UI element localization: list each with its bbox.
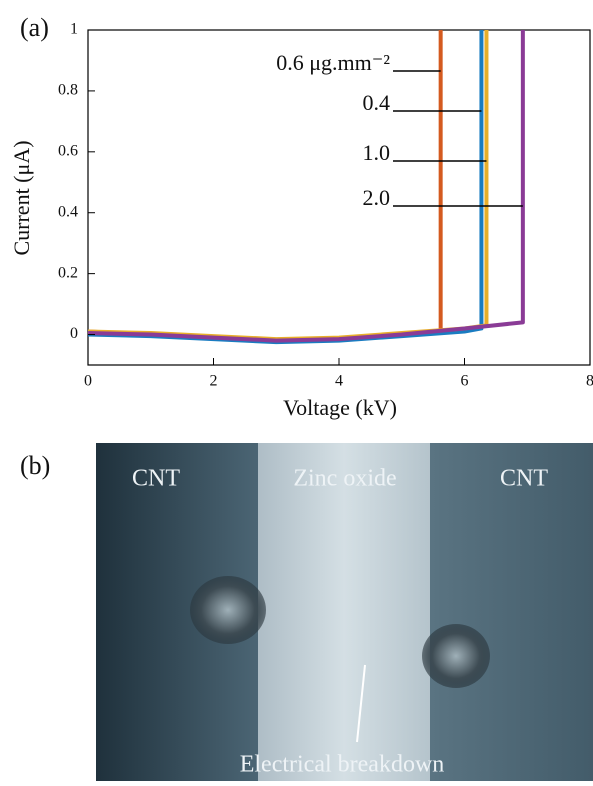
data-line	[87, 30, 484, 345]
x-axis-label: Voltage (kV)	[283, 395, 397, 420]
legend-label: 2.0	[363, 185, 391, 210]
x-tick-label: 8	[586, 373, 593, 390]
cnt-region	[430, 443, 593, 781]
legend-label: 0.4	[363, 90, 391, 115]
zinc-oxide-region	[258, 443, 430, 781]
y-tick-label: 0	[70, 325, 78, 342]
x-tick-label: 4	[335, 373, 343, 390]
region-label: CNT	[132, 466, 180, 492]
legend-label: 1.0	[363, 140, 391, 165]
x-tick-label: 2	[210, 373, 218, 390]
data-line	[87, 30, 525, 343]
y-tick-label: 0.4	[58, 203, 78, 220]
annotation: Electrical breakdown	[240, 752, 445, 778]
panel-label: (b)	[20, 451, 50, 480]
y-tick-label: 0.8	[58, 82, 78, 99]
x-tick-label: 6	[461, 373, 469, 390]
pointer-line	[356, 664, 366, 743]
burn-spot	[190, 576, 266, 644]
data-line	[87, 30, 489, 342]
region-label: Zinc oxide	[293, 466, 396, 492]
plot-lines	[87, 30, 525, 345]
burn-spot	[422, 624, 490, 688]
legend-label: 0.6 μg.mm⁻²	[276, 50, 390, 75]
y-tick-label: 0.6	[58, 142, 78, 159]
plot-frame	[87, 29, 591, 366]
y-axis-label: Current (μA)	[9, 140, 34, 255]
x-tick-label: 0	[84, 373, 92, 390]
y-tick-label: 1	[70, 21, 78, 38]
region-label: CNT	[500, 466, 548, 492]
photo	[96, 443, 593, 781]
panel-label: (a)	[20, 13, 49, 42]
y-tick-label: 0.2	[58, 264, 78, 281]
